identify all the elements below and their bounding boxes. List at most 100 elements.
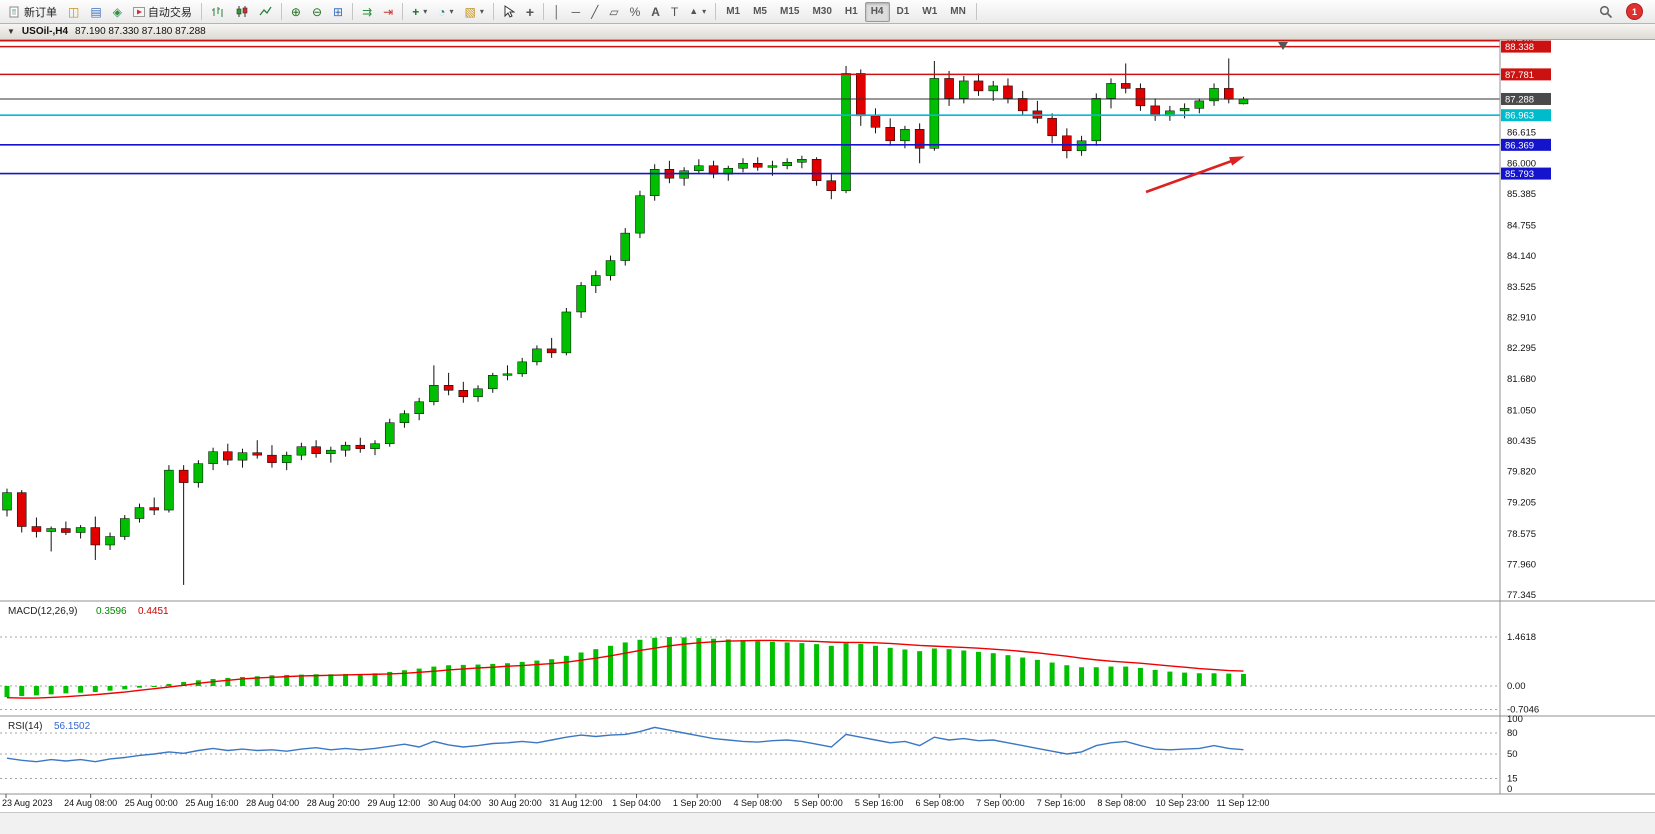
svg-text:87.781: 87.781 [1505,70,1534,81]
chart-shift-marker [1278,42,1288,50]
line-chart-icon [259,6,272,16]
bar-chart-button[interactable] [206,2,229,22]
svg-text:25 Aug 16:00: 25 Aug 16:00 [185,798,238,808]
svg-text:31 Aug 12:00: 31 Aug 12:00 [549,798,602,808]
chart-window-icon: ◫ [68,4,80,19]
toolbar-separator [543,3,545,20]
timeframe-W1[interactable]: W1 [916,2,943,22]
crosshair-button[interactable]: + [521,2,539,22]
svg-text:1.4618: 1.4618 [1507,632,1536,643]
svg-text:56.1502: 56.1502 [54,721,91,732]
channel-button[interactable]: ▱ [604,2,623,22]
horizontal-line-icon: ─ [571,4,581,19]
timeframe-H1[interactable]: H1 [839,2,864,22]
collapse-chart-icon[interactable]: ▼ [7,27,15,36]
timeframe-M15[interactable]: M15 [774,2,805,22]
profiles-button[interactable]: ▤ [85,2,106,22]
svg-text:79.820: 79.820 [1507,467,1536,478]
svg-text:30 Aug 04:00: 30 Aug 04:00 [428,798,481,808]
svg-text:50: 50 [1507,749,1518,760]
svg-text:0.4451: 0.4451 [138,606,169,617]
search-button[interactable] [1594,2,1618,22]
svg-text:5 Sep 16:00: 5 Sep 16:00 [855,798,904,808]
periods-button[interactable]: ◔ ▾ [433,2,458,22]
channel-icon: ▱ [609,4,619,19]
new-order-label: 新订单 [24,6,57,19]
shapes-button[interactable]: ▲ ▾ [684,2,711,22]
label-tool-button[interactable]: T [666,2,683,22]
svg-text:81.680: 81.680 [1507,374,1536,385]
timeframe-D1[interactable]: D1 [891,2,916,22]
zoom-in-icon: ⊕ [290,4,301,19]
svg-text:84.140: 84.140 [1507,251,1536,262]
svg-text:86.369: 86.369 [1505,140,1534,151]
autotrading-icon [132,6,145,17]
svg-text:24 Aug 08:00: 24 Aug 08:00 [64,798,117,808]
autotrading-button[interactable]: 自动交易 [128,2,197,22]
cursor-button[interactable] [498,2,520,22]
svg-text:88.338: 88.338 [1505,42,1534,53]
label-tool-icon: T [670,4,679,19]
svg-text:81.050: 81.050 [1507,405,1536,416]
svg-text:82.910: 82.910 [1507,312,1536,323]
timeframe-M5[interactable]: M5 [747,2,773,22]
horizontal-line-button[interactable]: ─ [567,2,586,22]
svg-text:6 Sep 08:00: 6 Sep 08:00 [915,798,964,808]
zoom-out-button[interactable]: ⊖ [307,2,327,22]
chart-shift-button[interactable]: ⇥ [378,2,398,22]
auto-scroll-icon: ⇉ [362,4,373,19]
svg-text:1 Sep 04:00: 1 Sep 04:00 [612,798,661,808]
fibonacci-button[interactable]: % [625,2,646,22]
tile-windows-button[interactable]: ⊞ [328,2,348,22]
svg-text:80: 80 [1507,728,1518,739]
trendline-button[interactable]: ╱ [586,2,603,22]
svg-text:85.385: 85.385 [1507,189,1536,200]
chart-shift-icon: ⇥ [383,4,394,19]
vertical-line-button[interactable]: │ [548,2,566,22]
dropdown-caret-icon: ▾ [702,7,707,16]
new-chart-button[interactable]: ◫ [63,2,84,22]
svg-text:30 Aug 20:00: 30 Aug 20:00 [489,798,542,808]
svg-text:0: 0 [1507,784,1512,795]
svg-text:82.295: 82.295 [1507,343,1536,354]
timeframe-H4[interactable]: H4 [864,1,890,22]
timeframe-M1[interactable]: M1 [720,2,746,22]
timeframe-M30[interactable]: M30 [806,2,837,22]
svg-text:86.963: 86.963 [1505,111,1534,122]
templates-button[interactable]: ▧ ▾ [460,2,489,22]
trend-arrow-annotation [1145,156,1241,194]
zoom-in-button[interactable]: ⊕ [286,2,306,22]
toolbar-separator [492,3,494,20]
svg-text:83.525: 83.525 [1507,282,1536,293]
svg-text:28 Aug 20:00: 28 Aug 20:00 [307,798,360,808]
new-order-icon [9,6,19,17]
toolbar-separator [975,3,977,20]
svg-text:8 Sep 08:00: 8 Sep 08:00 [1097,798,1146,808]
svg-text:77.345: 77.345 [1507,590,1536,601]
toolbar-separator [715,3,717,20]
candlestick-chart-button[interactable] [230,2,253,22]
crosshair-icon: + [525,3,535,20]
svg-text:0.3596: 0.3596 [96,606,127,617]
text-tool-button[interactable]: A [646,2,665,22]
chart-canvas[interactable]: 88.42586.61586.00085.38584.75584.14083.5… [0,40,1655,812]
toolbar-right-group: 1 [1594,2,1651,22]
chart-symbol-period: USOil-,H4 [21,26,69,37]
chart-ohlc-readout: 87.190 87.330 87.180 87.288 [75,26,206,37]
notification-badge[interactable]: 1 [1626,3,1643,20]
toolbar-separator [200,3,202,20]
navigator-button[interactable]: ◈ [108,2,127,22]
svg-text:7 Sep 00:00: 7 Sep 00:00 [976,798,1025,808]
indicators-button[interactable]: + ▾ [407,2,432,22]
tile-windows-icon: ⊞ [333,4,344,19]
new-order-button[interactable]: 新订单 [4,2,62,22]
timeframe-MN[interactable]: MN [944,2,972,22]
auto-scroll-button[interactable]: ⇉ [357,2,377,22]
line-chart-button[interactable] [254,2,277,22]
search-icon [1599,5,1613,18]
indicators-plus-icon: + [412,4,420,19]
svg-text:86.000: 86.000 [1507,158,1536,169]
svg-text:RSI(14): RSI(14) [8,721,42,732]
fibonacci-icon: % [629,4,641,19]
timeframe-group: M1 M5 M15 M30 H1 H4 D1 W1 MN [720,1,972,22]
